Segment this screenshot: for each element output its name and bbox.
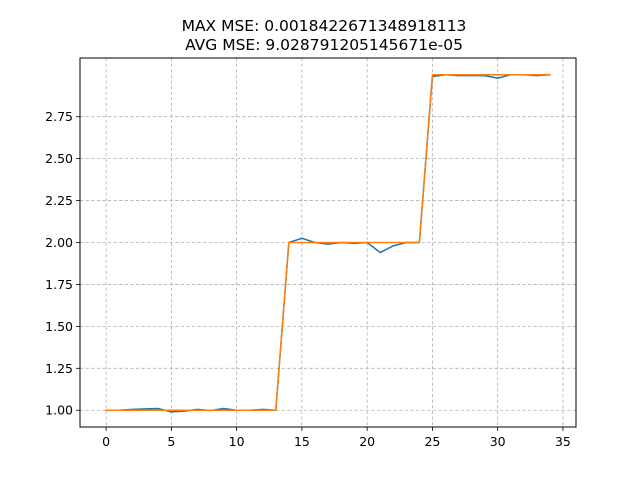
x-tick-label: 35 <box>555 434 571 449</box>
x-axis-ticks: 0 5 10 15 20 25 30 35 <box>102 427 571 449</box>
y-axis-ticks: 1.00 1.25 1.50 1.75 2.00 2.25 2.50 2.75 <box>45 109 80 418</box>
x-tick-label: 10 <box>229 434 245 449</box>
chart-title-line-1: MAX MSE: 0.0018422671348918113 <box>182 17 467 35</box>
y-tick-label: 2.50 <box>45 151 73 166</box>
chart-title-line-2: AVG MSE: 9.028791205145671e-05 <box>185 36 463 54</box>
y-tick-label: 1.25 <box>45 361 73 376</box>
plot-lines <box>105 73 551 413</box>
series-line-1 <box>105 73 551 413</box>
x-tick-label: 0 <box>102 434 110 449</box>
x-tick-label: 25 <box>424 434 440 449</box>
series-line-2 <box>105 74 551 411</box>
y-tick-label: 1.75 <box>45 277 73 292</box>
x-tick-label: 30 <box>490 434 506 449</box>
y-tick-label: 2.25 <box>45 193 73 208</box>
y-tick-label: 1.00 <box>45 403 73 418</box>
y-tick-label: 1.50 <box>45 319 73 334</box>
y-tick-label: 2.75 <box>45 109 73 124</box>
y-tick-label: 2.00 <box>45 235 73 250</box>
x-tick-label: 5 <box>167 434 175 449</box>
x-tick-label: 20 <box>359 434 375 449</box>
x-tick-label: 15 <box>294 434 310 449</box>
